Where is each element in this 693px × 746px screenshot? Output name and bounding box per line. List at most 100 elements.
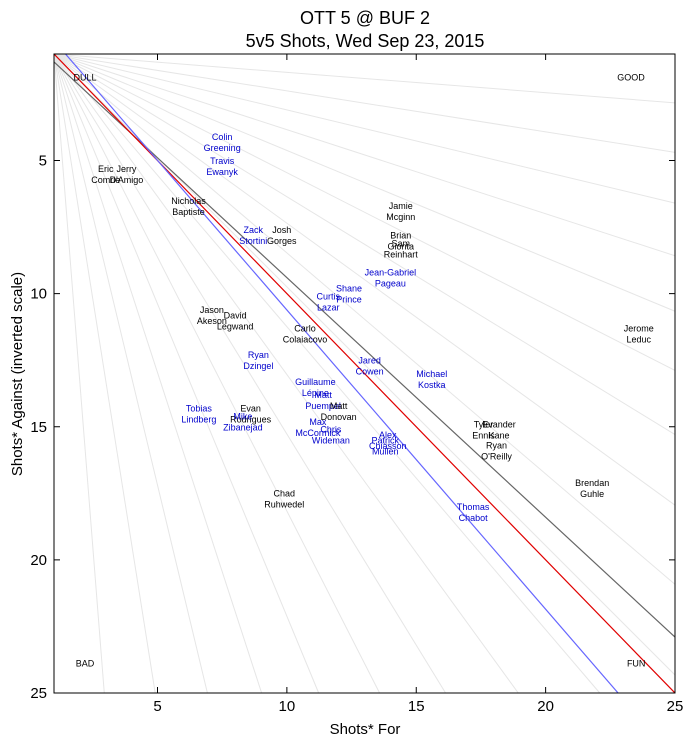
player-first-name: Evan [240, 403, 261, 413]
player-last-name: Ruhwedel [264, 500, 304, 510]
player-first-name: Chad [274, 489, 296, 499]
player-first-name: Curtis [317, 292, 341, 302]
player-last-name: Prince [336, 295, 362, 305]
player-last-name: Lépine [302, 388, 329, 398]
player-last-name: Mullen [372, 446, 399, 456]
guide-ray [53, 53, 105, 694]
player-first-name: Nicholas [171, 196, 206, 206]
chart-subtitle: 5v5 Shots, Wed Sep 23, 2015 [246, 31, 485, 51]
player-first-name: Matt [330, 401, 348, 411]
player-first-name: Alex [379, 430, 397, 440]
player-last-name: Stortini [239, 236, 267, 246]
reference-line-ott [64, 54, 619, 693]
player-first-name: Colin [212, 132, 233, 142]
player-first-name: Brian [390, 230, 411, 240]
player-first-name: Max [309, 417, 327, 427]
player-first-name: Jared [358, 356, 381, 366]
player-last-name: Akeson [197, 316, 227, 326]
player-last-name: Rodrigues [230, 414, 272, 424]
guide-ray [53, 53, 381, 694]
x-tick-label: 20 [537, 698, 554, 715]
player-first-name: Matt [314, 390, 332, 400]
player-first-name: Evander [482, 419, 516, 429]
guide-ray [53, 53, 676, 312]
y-tick-label: 10 [30, 286, 47, 303]
player-last-name: Lindberg [181, 414, 216, 424]
player-last-name: Kane [489, 430, 510, 440]
player-last-name: Reinhart [384, 249, 419, 259]
player-last-name: Colaiacovo [283, 335, 328, 345]
player-last-name: Legwand [217, 321, 254, 331]
player-first-name: Jerry [116, 164, 136, 174]
x-tick-label: 5 [153, 698, 161, 715]
player-last-name: Ennis [472, 430, 495, 440]
corner-label-dull: DULL [74, 73, 97, 83]
player-last-name: Lazar [317, 303, 340, 313]
player-last-name: Baptiste [172, 207, 205, 217]
x-tick-label: 10 [279, 698, 296, 715]
player-last-name: Leduc [627, 335, 652, 345]
x-tick-label: 25 [667, 698, 684, 715]
y-tick-label: 5 [39, 153, 47, 170]
player-first-name: Tobias [186, 403, 213, 413]
player-first-name: Eric [98, 164, 114, 174]
player-first-name: Jamie [389, 201, 413, 211]
x-axis-label: Shots* For [330, 721, 401, 738]
y-tick-label: 25 [30, 685, 47, 702]
guide-ray [53, 53, 676, 204]
player-first-name: Guillaume [295, 377, 336, 387]
corner-label-good: GOOD [617, 73, 645, 83]
player-last-name: Comrie [91, 175, 120, 185]
player-last-name: McCormick [295, 428, 340, 438]
player-first-name: Shane [336, 284, 362, 294]
y-tick-label: 20 [30, 552, 47, 569]
guide-ray [53, 53, 676, 257]
player-first-name: Jason [200, 305, 224, 315]
player-last-name: Gionta [387, 241, 414, 251]
player-first-name: Thomas [457, 502, 490, 512]
player-first-name: Brendan [575, 478, 609, 488]
plot-frame [53, 53, 676, 694]
player-first-name: Sam [391, 238, 410, 248]
guide-ray [53, 53, 676, 435]
y-axis-label: Shots* Against (inverted scale) [9, 272, 26, 476]
guide-ray [53, 53, 676, 371]
player-first-name: David [224, 310, 247, 320]
axis-ticks: 5 10 15 20 25 5 10 15 20 25 [30, 54, 683, 715]
y-tick-label: 15 [30, 419, 47, 436]
player-first-name: Mike [233, 411, 252, 421]
guide-ray [53, 53, 676, 153]
corner-label-fun: FUN [627, 658, 646, 668]
guide-ray [53, 53, 601, 694]
player-last-name: Dzingel [243, 361, 273, 371]
player-last-name: D'Amigo [110, 175, 144, 185]
